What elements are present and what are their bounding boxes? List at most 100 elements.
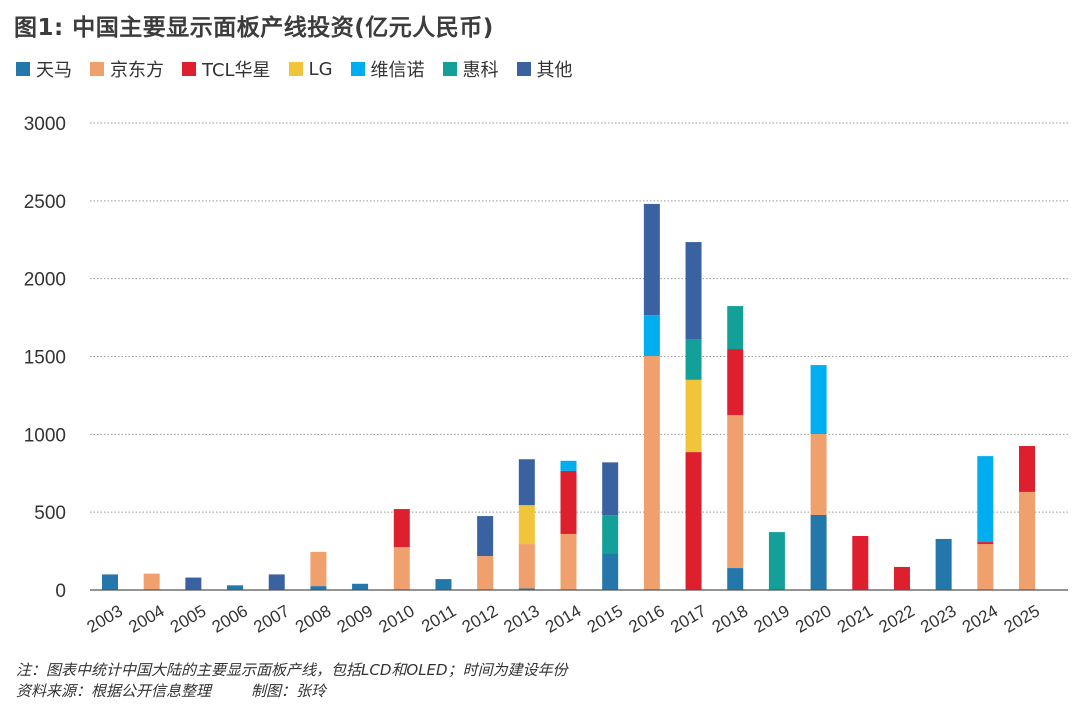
legend-label: 京东方 [110, 60, 164, 81]
bar-segment-天马 [727, 568, 744, 590]
legend-swatch [442, 62, 457, 76]
x-tick-label: 2017 [667, 601, 709, 636]
bar-segment-TCL华星 [977, 542, 994, 545]
legend-label: 其他 [536, 60, 573, 81]
x-tick-label: 2010 [375, 601, 417, 636]
bar-segment-其他 [518, 459, 535, 506]
bar-segment-TCL华星 [393, 509, 410, 548]
y-tick-label: 500 [34, 503, 66, 524]
y-tick-label: 0 [55, 581, 66, 602]
x-tick-label: 2018 [709, 601, 751, 636]
bar-segment-京东方 [143, 573, 160, 590]
legend-item: 其他 [516, 56, 573, 82]
x-tick-label: 2011 [418, 601, 459, 636]
bar-segment-京东方 [977, 544, 994, 590]
bar-segment-TCL华星 [852, 535, 869, 590]
footnote: 注：图表中统计中国大陆的主要显示面板产线，包括LCD和OLED；时间为建设年份 [16, 661, 568, 679]
bar-segment-TCL华星 [893, 566, 910, 590]
x-tick-label: 2006 [209, 601, 251, 636]
bar-segment-其他 [185, 577, 202, 590]
legend-item: TCL华星 [182, 56, 271, 82]
x-tick-label: 2009 [334, 601, 376, 636]
bar-segment-天马 [310, 586, 327, 590]
legend-item: 京东方 [90, 56, 164, 82]
bar-segment-LG [518, 505, 535, 545]
bar-segment-维信诺 [810, 365, 827, 435]
bar-segment-其他 [268, 574, 285, 590]
legend: 天马 京东方 TCL华星 LG 维信诺 惠科 其他 [16, 56, 573, 82]
x-tick-label: 2008 [292, 601, 334, 636]
bar-segment-TCL华星 [1019, 446, 1035, 492]
bar-segment-维信诺 [643, 315, 660, 357]
bar-segment-京东方 [560, 533, 577, 590]
footnotes: 注：图表中统计中国大陆的主要显示面板产线，包括LCD和OLED；时间为建设年份 … [16, 660, 568, 702]
bar-segment-TCL华星 [685, 452, 702, 590]
legend-label: TCL华星 [202, 60, 271, 81]
bar-segment-维信诺 [560, 460, 577, 471]
bar-segment-天马 [227, 585, 244, 590]
x-tick-label: 2004 [125, 601, 167, 636]
bar-segment-天马 [602, 553, 619, 590]
bar-segment-TCL华星 [727, 349, 744, 416]
bar-segment-维信诺 [977, 456, 994, 543]
x-tick-label: 2005 [167, 601, 209, 636]
chart-title: 图1: 中国主要显示面板产线投资(亿元人民币) [14, 15, 494, 41]
bar-segment-惠科 [768, 532, 785, 590]
source-note: 资料来源：根据公开信息整理 [16, 682, 212, 700]
bar-segment-天马 [435, 579, 452, 590]
legend-item: 惠科 [442, 56, 499, 82]
bar-segment-京东方 [393, 547, 410, 590]
x-tick-label: 2014 [542, 601, 584, 636]
bar-segment-京东方 [1019, 491, 1035, 590]
bar-segment-京东方 [310, 551, 327, 587]
bar-segment-LG [685, 379, 702, 453]
x-tick-label: 2024 [959, 601, 1001, 636]
bar-segment-惠科 [602, 515, 619, 554]
x-tick-label: 2022 [876, 601, 918, 636]
legend-swatch [288, 62, 303, 76]
y-tick-label: 3000 [24, 114, 66, 135]
bar-segment-天马 [935, 538, 952, 590]
x-tick-label: 2020 [792, 601, 834, 636]
legend-item: LG [288, 56, 333, 82]
x-tick-label: 2003 [84, 601, 126, 636]
y-tick-label: 1500 [24, 348, 66, 369]
bar-segment-京东方 [727, 415, 744, 569]
legend-swatch [182, 62, 196, 76]
bar-segment-其他 [685, 242, 702, 340]
bar-segment-京东方 [477, 556, 494, 590]
bar-segment-其他 [602, 462, 619, 516]
bar-segment-天马 [810, 514, 827, 590]
bar-segment-TCL华星 [560, 470, 577, 534]
bar-segment-天马 [352, 583, 369, 590]
bar-segment-京东方 [810, 434, 827, 515]
y-tick-label: 2000 [24, 270, 66, 291]
y-tick-label: 2500 [24, 192, 66, 213]
bar-segment-天马 [102, 574, 118, 590]
legend-item: 天马 [16, 56, 72, 82]
author-note: 制图：张玲 [251, 682, 327, 700]
y-tick-label: 1000 [24, 425, 66, 446]
legend-label: 维信诺 [370, 60, 425, 81]
legend-swatch [16, 62, 30, 76]
legend-label: LG [308, 58, 333, 80]
x-tick-label: 2012 [459, 601, 501, 636]
legend-label: 惠科 [462, 60, 499, 81]
bar-segment-惠科 [685, 339, 702, 380]
bar-segment-惠科 [727, 306, 744, 350]
legend-item: 维信诺 [350, 56, 425, 82]
x-tick-label: 2021 [834, 601, 876, 636]
bar-segment-其他 [643, 203, 660, 316]
bar-segment-京东方 [643, 356, 660, 590]
stacked-bar-chart: 0 500 1000 1500 2000 2500 3000 2003 2004 2005 2006… [24, 114, 1068, 637]
legend-label: 天马 [36, 60, 72, 81]
x-tick-label: 2015 [584, 601, 626, 636]
bar-segment-京东方 [518, 544, 535, 589]
bar-segment-天马 [518, 588, 535, 590]
x-tick-label: 2025 [1001, 601, 1043, 636]
legend-swatch [350, 62, 365, 76]
x-tick-label: 2016 [626, 601, 668, 636]
x-tick-label: 2019 [751, 601, 793, 636]
bar-segment-其他 [477, 516, 494, 557]
